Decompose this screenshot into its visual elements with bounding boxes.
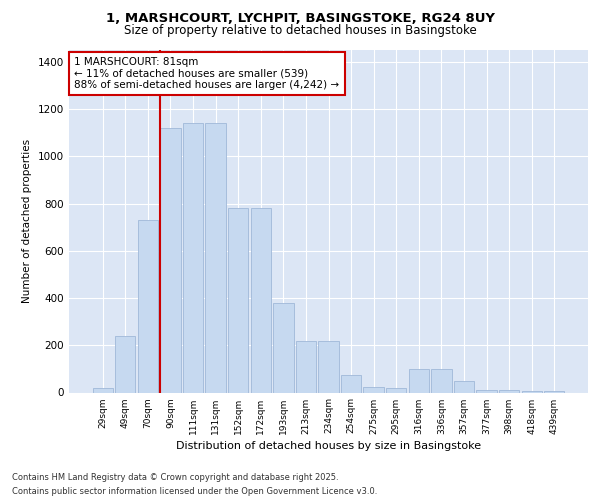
Bar — [92, 388, 113, 392]
Text: 1 MARSHCOURT: 81sqm
← 11% of detached houses are smaller (539)
88% of semi-detac: 1 MARSHCOURT: 81sqm ← 11% of detached ho… — [74, 57, 340, 90]
Text: Contains HM Land Registry data © Crown copyright and database right 2025.: Contains HM Land Registry data © Crown c… — [12, 472, 338, 482]
Bar — [205, 123, 226, 392]
Bar — [115, 336, 136, 392]
Bar — [319, 340, 338, 392]
Bar — [273, 302, 293, 392]
Bar — [296, 340, 316, 392]
Bar — [499, 390, 519, 392]
Bar — [454, 380, 474, 392]
Text: Contains public sector information licensed under the Open Government Licence v3: Contains public sector information licen… — [12, 488, 377, 496]
Bar — [386, 388, 406, 392]
X-axis label: Distribution of detached houses by size in Basingstoke: Distribution of detached houses by size … — [176, 440, 481, 450]
Bar — [341, 375, 361, 392]
Text: 1, MARSHCOURT, LYCHPIT, BASINGSTOKE, RG24 8UY: 1, MARSHCOURT, LYCHPIT, BASINGSTOKE, RG2… — [106, 12, 494, 26]
Bar — [364, 386, 384, 392]
Bar — [138, 220, 158, 392]
Bar — [409, 369, 429, 392]
Bar — [183, 123, 203, 392]
Bar — [251, 208, 271, 392]
Bar — [431, 369, 452, 392]
Y-axis label: Number of detached properties: Number of detached properties — [22, 139, 32, 304]
Bar — [476, 390, 497, 392]
Bar — [228, 208, 248, 392]
Bar — [160, 128, 181, 392]
Text: Size of property relative to detached houses in Basingstoke: Size of property relative to detached ho… — [124, 24, 476, 37]
